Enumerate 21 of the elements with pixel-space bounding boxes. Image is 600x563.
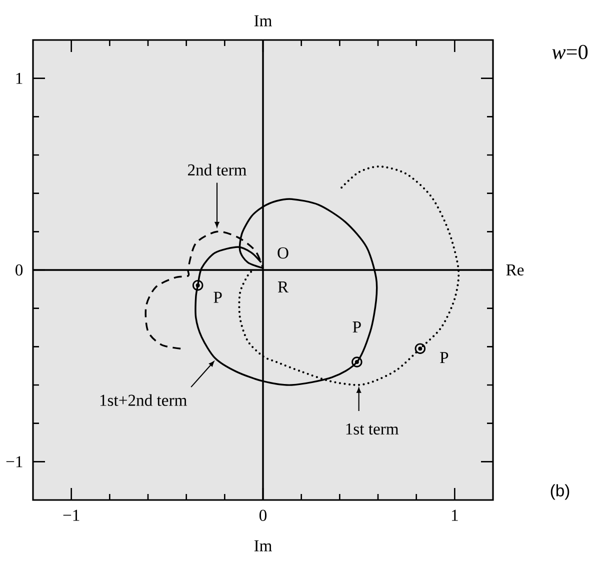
annotation: R [278,282,289,292]
y-tick-label: −1 [6,456,22,468]
y-tick-label: 0 [16,264,23,276]
x-tick-label: 1 [452,510,458,521]
annotation: O [278,247,288,259]
point [192,280,204,291]
annotation: 1st+2nd term [100,394,187,406]
text: (b) [550,484,570,500]
text: w=0 [552,44,588,60]
annotation: P [352,322,361,332]
annotation: 1st term [346,423,399,435]
x-tick-label: 0 [259,510,267,521]
annotation: 2nd term [188,164,246,176]
y-axis-title: Im [254,15,272,26]
annotation: P [214,292,222,303]
x-tick-label: −1 [63,510,80,521]
annotation: P [440,352,448,364]
point [414,343,426,354]
text: Re [506,264,524,276]
x-axis-title: Im [254,540,272,552]
y-tick-label: 1 [16,72,22,84]
